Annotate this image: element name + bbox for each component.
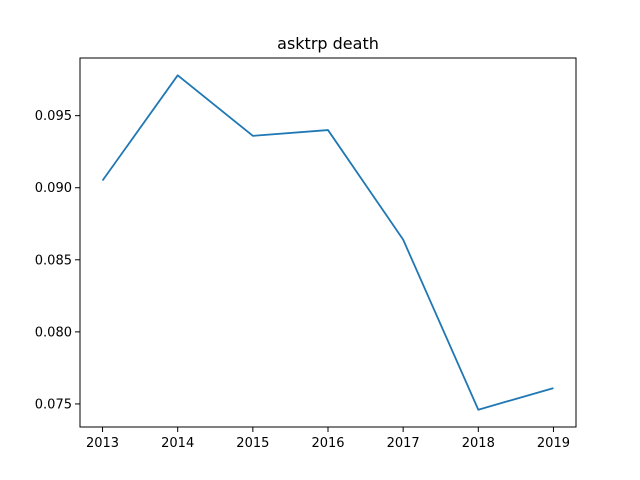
chart-title: asktrp death: [277, 34, 379, 53]
y-axis: 0.075 0.080 0.085 0.090 0.095: [35, 109, 80, 412]
x-tick-label: 2014: [161, 436, 194, 451]
x-tick-label: 2015: [236, 436, 269, 451]
x-axis: 2013 2014 2015 2016 2017 2018 2019: [86, 427, 570, 451]
plot-area: [101, 74, 554, 411]
x-tick-label: 2016: [311, 436, 344, 451]
plot-frame: [79, 57, 577, 428]
y-tick-label: 0.075: [35, 397, 72, 412]
y-tick-label: 0.085: [35, 253, 72, 268]
series-line: [101, 74, 554, 411]
y-tick-label: 0.080: [35, 325, 72, 340]
y-tick-label: 0.095: [35, 109, 72, 124]
x-tick-label: 2013: [86, 436, 119, 451]
x-tick-label: 2017: [387, 436, 420, 451]
x-tick-label: 2019: [537, 436, 570, 451]
x-tick-label: 2018: [462, 436, 495, 451]
y-tick-label: 0.090: [35, 181, 72, 196]
